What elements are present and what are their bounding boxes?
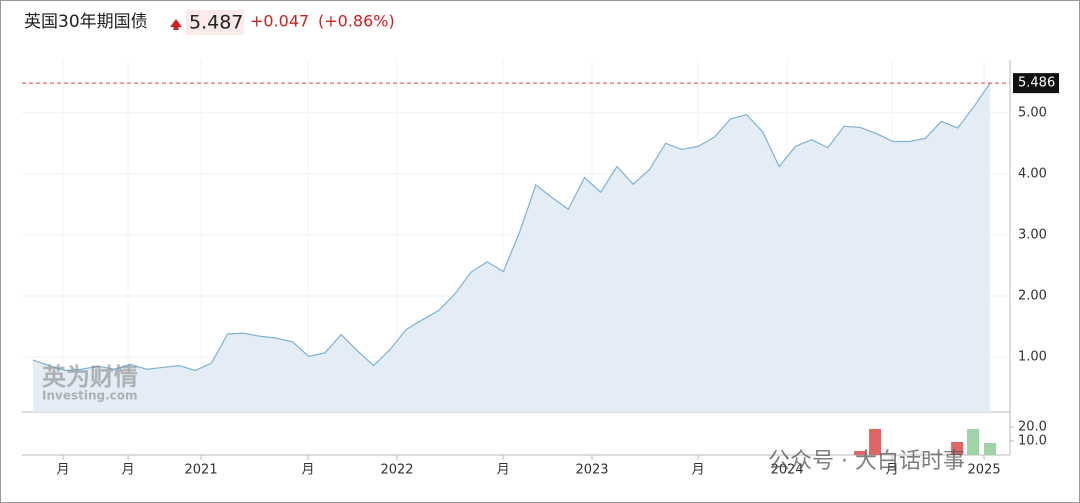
price: 5.487 xyxy=(189,12,243,34)
last-value-box xyxy=(1013,73,1059,94)
line xyxy=(32,82,991,372)
title: 英国30年期国债 xyxy=(24,12,148,32)
x-tick-label: 月 xyxy=(122,463,135,478)
x-tick-label: 月 xyxy=(497,463,510,478)
volume-bar xyxy=(869,428,882,455)
up-arrow xyxy=(170,19,182,30)
y-tick-label: 5.00 xyxy=(1018,105,1047,120)
x-tick-label: 2025 xyxy=(968,463,1001,478)
x-tick-label: 月 xyxy=(57,463,70,478)
x-tick-label: 月 xyxy=(301,463,314,478)
volume-bar xyxy=(984,442,997,455)
last-value-label: 5.486 xyxy=(1018,76,1055,91)
volume-bar xyxy=(951,441,964,455)
plot: 1.00 2.00 3.00 4.00 5.00 月 月 2021 月 2022 月 2023 月 202… xyxy=(22,60,1059,478)
watermark: Investing.com xyxy=(42,389,138,403)
x-tick-label: 2021 xyxy=(185,463,218,478)
y-tick-label: 1.00 xyxy=(1018,350,1047,365)
area xyxy=(33,83,991,412)
y-tick-label: 2.00 xyxy=(1018,288,1047,303)
volume-bar xyxy=(854,450,867,455)
change-pct: (+0.86%) xyxy=(318,12,395,31)
price-bg xyxy=(186,10,244,35)
x-tick-label: 月 xyxy=(692,463,705,478)
y-tick-label: 3.00 xyxy=(1018,227,1047,242)
change: +0.047 xyxy=(250,12,309,31)
watermark: 英为财情 xyxy=(42,363,138,391)
watermark: 公众号 · 大白话时事 xyxy=(768,449,965,474)
x-tick-label: 2024 xyxy=(771,463,804,478)
volume-bar xyxy=(967,428,980,455)
x-tick-label: 2022 xyxy=(380,463,413,478)
y-tick-label: 10.0 xyxy=(1018,434,1047,449)
x-tick-label: 2023 xyxy=(575,463,608,478)
y-tick-label: 20.0 xyxy=(1018,420,1047,435)
x-tick-label: 月 xyxy=(886,463,899,478)
y-tick-label: 4.00 xyxy=(1018,166,1047,181)
